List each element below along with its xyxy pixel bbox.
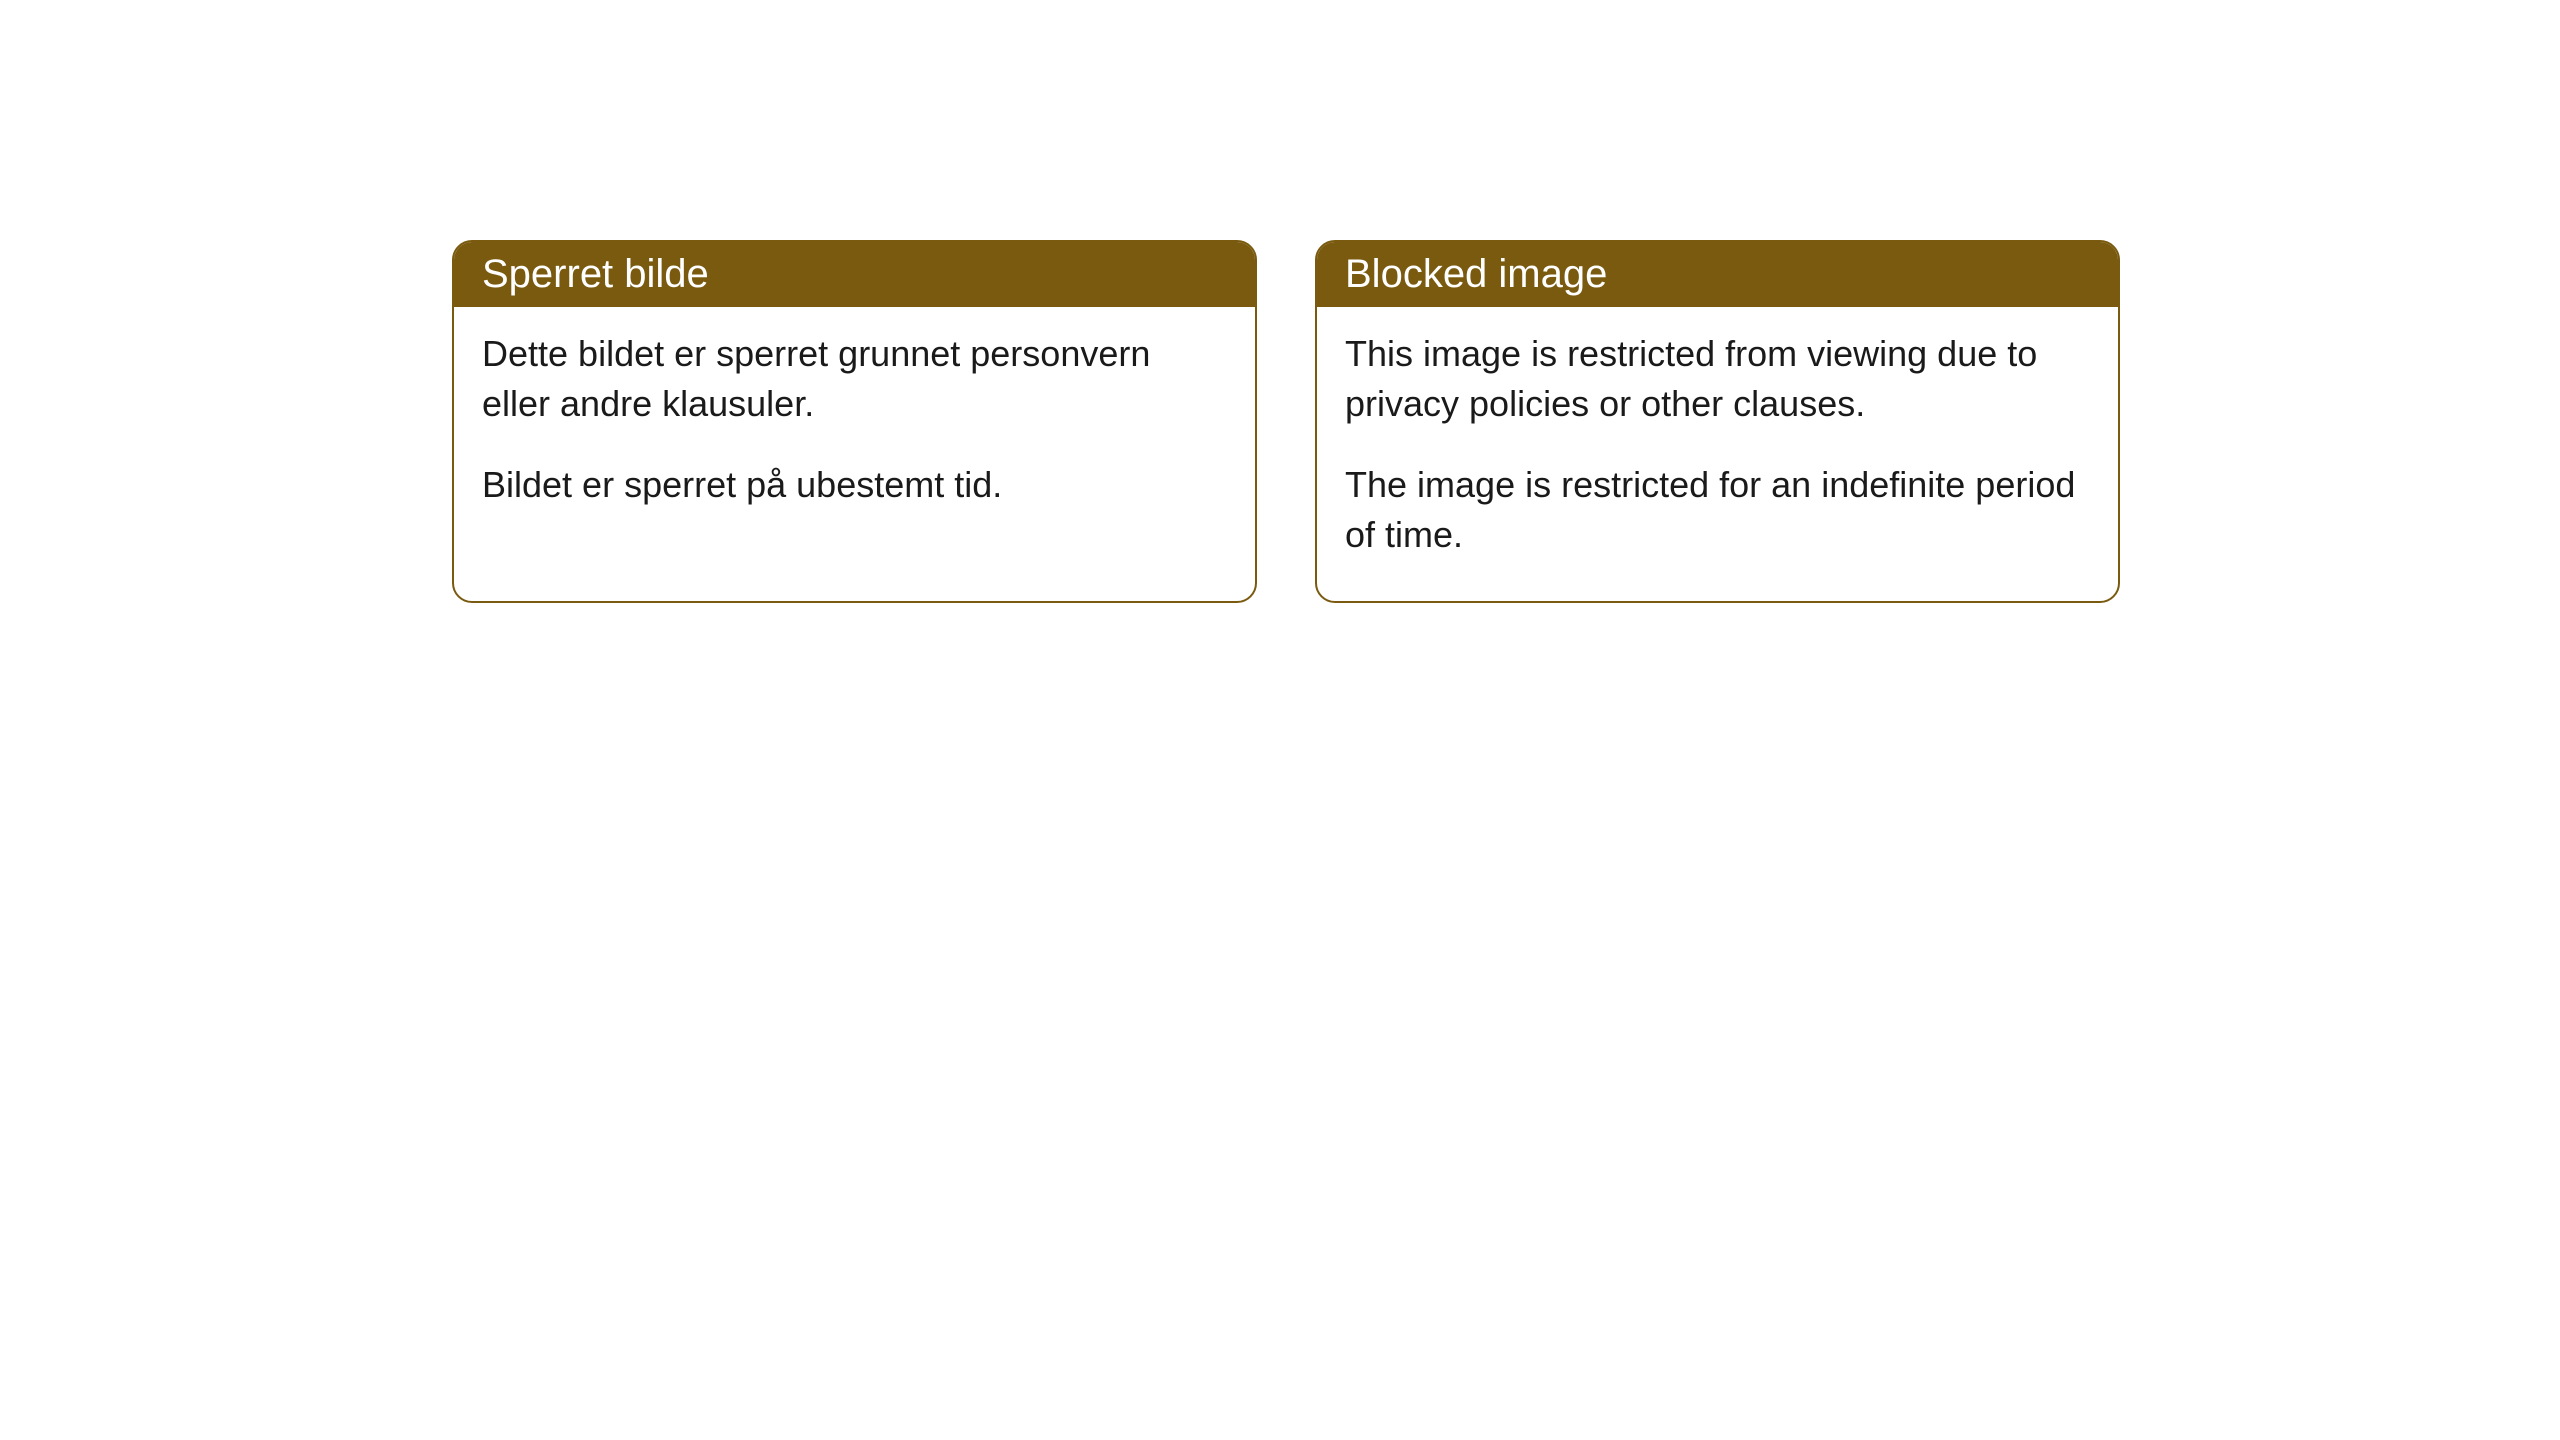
notice-card-norwegian: Sperret bilde Dette bildet er sperret gr… bbox=[452, 240, 1257, 603]
card-header: Sperret bilde bbox=[454, 242, 1255, 307]
card-paragraph: Bildet er sperret på ubestemt tid. bbox=[482, 460, 1227, 510]
card-body: This image is restricted from viewing du… bbox=[1317, 307, 2118, 601]
card-body: Dette bildet er sperret grunnet personve… bbox=[454, 307, 1255, 550]
card-paragraph: This image is restricted from viewing du… bbox=[1345, 329, 2090, 430]
card-paragraph: The image is restricted for an indefinit… bbox=[1345, 460, 2090, 561]
card-paragraph: Dette bildet er sperret grunnet personve… bbox=[482, 329, 1227, 430]
card-title: Blocked image bbox=[1345, 252, 1607, 296]
card-header: Blocked image bbox=[1317, 242, 2118, 307]
notice-cards-container: Sperret bilde Dette bildet er sperret gr… bbox=[452, 240, 2120, 603]
card-title: Sperret bilde bbox=[482, 252, 709, 296]
notice-card-english: Blocked image This image is restricted f… bbox=[1315, 240, 2120, 603]
